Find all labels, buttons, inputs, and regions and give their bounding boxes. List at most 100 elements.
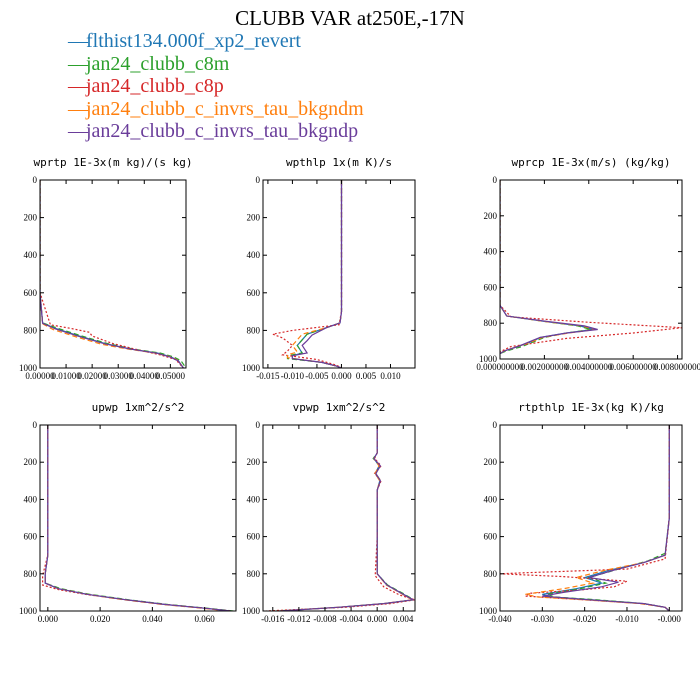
y-tick-label: 0 (493, 175, 498, 185)
x-tick-label: 0.020 (90, 614, 111, 624)
series-group (266, 425, 415, 611)
y-tick-label: 400 (24, 250, 38, 260)
series-group (41, 425, 234, 611)
series-line-4 (44, 425, 229, 611)
panel-frame (262, 424, 416, 612)
x-tick-label: -0.010 (615, 614, 639, 624)
series-line-5 (542, 425, 670, 611)
x-tick-label: 0.060 (195, 614, 216, 624)
y-tick-label: 200 (24, 457, 38, 467)
x-tick-label: -0.030 (531, 614, 555, 624)
legend-swatch: — (68, 52, 88, 75)
y-tick-label: 200 (247, 457, 261, 467)
x-tick-label: 0.03000 (104, 371, 134, 381)
x-tick-label: 0.000 (331, 371, 352, 381)
y-tick-label: 600 (247, 532, 261, 542)
x-tick-label: 0.000000000 (476, 362, 524, 372)
x-tick-label: 0.008000000 (654, 362, 700, 372)
series-line-1 (44, 425, 231, 611)
legend-item: —jan24_clubb_c_invrs_tau_bkgndm (68, 98, 364, 121)
series-line-4 (500, 180, 596, 355)
series-group (40, 180, 186, 368)
series-line-2 (44, 425, 234, 611)
panel-6: rtpthlp 1E-3x(kg K)/kg02004006008001000-… (479, 401, 683, 624)
series-line-5 (40, 180, 184, 368)
y-tick-label: 200 (484, 457, 498, 467)
y-tick-label: 0 (256, 420, 261, 430)
x-tick-label: -0.008 (313, 614, 337, 624)
x-tick-label: -0.000 (658, 614, 682, 624)
x-tick-label: -0.004 (339, 614, 363, 624)
y-tick-label: 800 (247, 325, 261, 335)
legend: —flthist134.000f_xp2_revert —jan24_clubb… (68, 30, 364, 143)
panel-2: wpthlp 1x(m K)/s02004006008001000-0.015-… (242, 156, 416, 381)
y-tick-label: 800 (24, 325, 38, 335)
legend-item: —jan24_clubb_c8m (68, 53, 364, 76)
y-tick-label: 400 (247, 250, 261, 260)
series-line-3 (500, 425, 670, 611)
y-tick-label: 200 (247, 213, 261, 223)
panel-title: upwp 1xm^2/s^2 (92, 401, 185, 414)
series-line-4 (279, 425, 415, 611)
x-tick-label: 0.005 (356, 371, 377, 381)
panel-title: wprcp 1E-3x(m/s) (kg/kg) (512, 156, 671, 169)
series-line-2 (546, 425, 670, 611)
series-line-3 (41, 425, 231, 611)
y-tick-label: 1000 (479, 606, 498, 616)
series-line-1 (291, 180, 343, 368)
y-tick-label: 600 (24, 532, 38, 542)
x-tick-label: 0.004000000 (565, 362, 613, 372)
series-line-5 (279, 425, 415, 611)
series-line-2 (286, 180, 343, 368)
panel-title: wpthlp 1x(m K)/s (286, 156, 392, 169)
series-line-5 (44, 425, 231, 611)
x-tick-label: 0.004 (393, 614, 414, 624)
x-tick-label: 0.000 (38, 614, 59, 624)
legend-label: jan24_clubb_c_invrs_tau_bkgndm (86, 97, 364, 120)
x-tick-label: -0.012 (287, 614, 310, 624)
series-line-4 (286, 180, 343, 368)
y-tick-label: 600 (484, 532, 498, 542)
x-tick-label: 0.00000 (25, 371, 55, 381)
series-line-3 (500, 180, 682, 353)
y-tick-label: 800 (484, 569, 498, 579)
series-group (500, 425, 670, 611)
y-tick-label: 800 (24, 569, 38, 579)
legend-swatch: — (68, 30, 88, 52)
x-tick-label: 0.05000 (156, 371, 186, 381)
y-tick-label: 400 (24, 494, 38, 504)
legend-item: —jan24_clubb_c_invrs_tau_bkgndp (68, 120, 364, 143)
legend-item: —jan24_clubb_c8p (68, 75, 364, 98)
x-tick-label: 0.000 (367, 614, 388, 624)
series-line-5 (500, 180, 598, 355)
panel-title: wprtp 1E-3x(m kg)/(s kg) (34, 156, 193, 169)
y-tick-label: 1000 (19, 363, 38, 373)
series-line-3 (40, 180, 184, 368)
y-tick-label: 0 (33, 175, 38, 185)
panel-frame (39, 424, 237, 612)
x-tick-label: -0.005 (305, 371, 329, 381)
panel-1: wprtp 1E-3x(m kg)/(s kg) 0 200 400 600 800 100… (19, 156, 192, 381)
legend-label: jan24_clubb_c8p (86, 75, 224, 97)
x-tick-label: -0.015 (256, 371, 280, 381)
panel-3: wprcp 1E-3x(m/s) (kg/kg) 0 200 400 600 800 100… (476, 156, 700, 372)
legend-label: jan24_clubb_c_invrs_tau_bkgndp (86, 120, 359, 142)
series-group (270, 180, 343, 368)
legend-item: —flthist134.000f_xp2_revert (68, 30, 364, 53)
x-tick-label: 0.02000 (78, 371, 108, 381)
x-tick-label: 0.01000 (51, 371, 81, 381)
x-tick-label: 0.002000000 (521, 362, 569, 372)
series-line-3 (266, 425, 415, 611)
series-line-2 (275, 425, 415, 611)
figure-title: CLUBB VAR at250E,-17N (235, 6, 465, 30)
x-tick-label: 0.04000 (130, 371, 160, 381)
y-tick-label: 800 (247, 569, 261, 579)
x-tick-label: -0.016 (261, 614, 285, 624)
y-tick-label: 800 (484, 318, 498, 328)
series-line-2 (40, 180, 186, 368)
y-tick-label: 600 (24, 288, 38, 298)
legend-label: flthist134.000f_xp2_revert (86, 30, 301, 52)
